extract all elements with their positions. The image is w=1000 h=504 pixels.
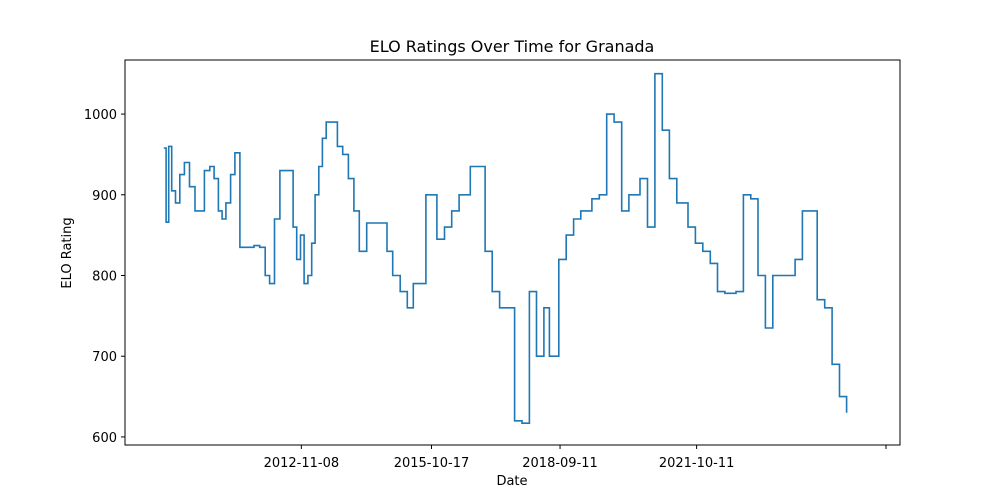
x-tick-label: 2021-10-11	[659, 456, 735, 471]
plot-frame	[124, 59, 901, 446]
x-axis-label: Date	[496, 474, 527, 489]
series-line-0	[163, 72, 848, 424]
line-layer	[163, 72, 848, 424]
x-tick-label: 2012-11-08	[264, 456, 340, 471]
y-tick-layer: 600 700 800 900 1000	[84, 108, 125, 446]
x-tick-label: 2015-10-17	[394, 456, 470, 471]
x-tick-label: 2018-09-11	[522, 456, 598, 471]
y-tick-label: 900	[92, 189, 117, 204]
y-tick-label: 700	[92, 350, 117, 365]
y-axis-label: ELO Rating	[60, 217, 75, 288]
x-tick-layer: 2012-11-08 2015-10-17 2018-09-11 2021-10-11	[264, 445, 887, 471]
chart-title: ELO Ratings Over Time for Granada	[370, 37, 655, 56]
y-tick-label: 800	[92, 270, 117, 285]
y-tick-label: 1000	[84, 108, 117, 123]
y-tick-label: 600	[92, 431, 117, 446]
